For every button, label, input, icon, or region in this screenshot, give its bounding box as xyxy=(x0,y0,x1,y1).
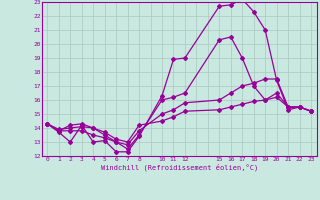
X-axis label: Windchill (Refroidissement éolien,°C): Windchill (Refroidissement éolien,°C) xyxy=(100,163,258,171)
